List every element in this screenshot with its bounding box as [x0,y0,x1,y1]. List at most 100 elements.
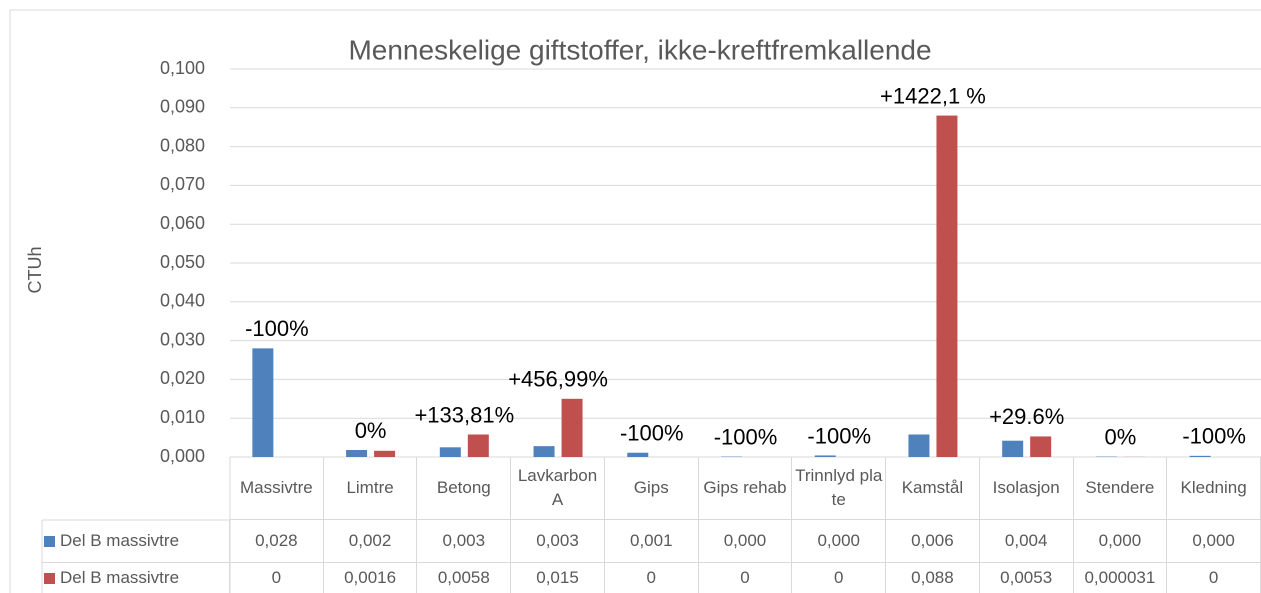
data-label-text: 0,001 [629,531,673,550]
data-label-text: 0,015 [536,568,579,587]
bar [627,452,649,457]
y-tick-label: 0,010 [160,407,205,427]
bar [561,398,583,457]
data-label-text: 0 [833,568,844,587]
data-label: 0,088 [886,563,980,593]
x-tick-label-text: Gips [633,478,669,497]
data-label: 0,0053 [980,563,1074,593]
x-tick-label: Massivtre [230,457,324,520]
legend-entry: Del B massivtre [42,520,230,563]
legend-entry-text: Del B massivtre [60,568,180,587]
annotation: +133,81% [414,402,514,427]
data-label: 0,006 [886,520,980,563]
y-tick-label: 0,030 [160,329,205,349]
x-tick-label: Trinnlyd plate [792,457,887,520]
x-tick-label: Isolasjon [979,457,1074,520]
x-tick-label-text: Isolasjon [992,478,1060,497]
data-label: 0 [605,563,699,593]
y-tick-label: 0,100 [160,58,205,78]
x-tick-label-text: Kledning [1180,478,1247,497]
bar [467,434,489,457]
y-tick-label: 0,050 [160,252,205,272]
x-tick-label: Gips [604,457,699,520]
legend-entry-text: Del B massivtre [60,531,180,550]
data-label: 0,000 [1073,520,1168,563]
x-tick-label: Gips rehab [698,457,793,520]
x-tick-label: Stendere [1073,457,1168,520]
y-tick-label: 0,090 [160,97,205,117]
data-label-text: 0,006 [911,531,954,550]
data-label-text: 0,028 [255,531,298,550]
bar [533,446,555,457]
data-label-text: 0 [271,568,282,587]
annotation: -100% [714,424,778,449]
y-tick-label: 0,040 [160,291,205,311]
data-label-text: 0,003 [536,531,579,550]
chart-title: Menneskelige giftstoffer, ikke-kreftfrem… [348,34,931,65]
data-label: 0 [792,563,887,593]
data-label: 0 [230,563,324,593]
legend-entry: Del B massivtre [42,563,230,593]
bar [346,450,368,457]
data-label-text: 0,0053 [1000,568,1053,587]
data-label-text: 0 [1208,568,1219,587]
data-label-text: 0,000 [817,531,860,550]
data-label: 0,0058 [417,563,512,593]
x-tick-label-text: Betong [436,478,491,497]
x-tick-label: Kledning [1167,457,1261,520]
data-label: 0,003 [511,520,605,563]
x-tick-label: Lavkarbon A [511,457,605,520]
x-tick-label-text: Trinnlyd plate [795,466,883,509]
bar [374,450,396,457]
data-label: 0,002 [323,520,418,563]
x-tick-label-text: Lavkarbon A [517,466,598,509]
y-tick-label: 0,020 [160,368,205,388]
x-tick-label-text: Gips rehab [703,478,787,497]
x-tick-label-text: Stendere [1085,478,1155,497]
bar [1030,436,1052,457]
data-label: 0,0016 [324,563,418,593]
legend-key [44,535,55,547]
data-label: 0 [1167,563,1261,593]
legend-key [44,572,55,584]
data-label: 0,000 [698,520,793,563]
annotation: -100% [245,316,309,341]
data-label: 0,000 [792,520,887,563]
frame [9,9,1261,593]
bar [252,348,274,457]
bar [1002,440,1024,457]
bar [936,115,958,457]
annotation: 0% [1105,424,1137,449]
bar [814,455,836,457]
data-label-text: 0,002 [348,531,392,550]
data-label: 0,001 [604,520,699,563]
data-label-text: 0,003 [442,531,486,550]
data-label-text: 0 [646,568,656,587]
y-axis-label: CTUh [25,246,45,293]
data-label-text: 0,0058 [437,568,490,587]
y-tick-label: 0,070 [160,174,205,194]
annotation: 0% [355,418,387,443]
data-label-text: 0,000 [723,531,767,550]
data-label-text: 0,000 [1192,531,1235,550]
y-tick-label: 0,080 [160,135,205,155]
data-label-text: 0,0016 [344,568,397,587]
data-label: 0 [699,563,793,593]
bar [1189,455,1211,457]
x-tick-label-text: Kamstål [901,478,964,497]
data-label-text: 0,000 [1098,531,1142,550]
x-tick-label-text: Limtre [346,478,394,497]
data-label-text: 0,004 [1004,531,1048,550]
x-tick-label: Limtre [323,457,418,520]
annotation: +1422,1 % [880,83,986,108]
x-tick-label: Betong [417,457,512,520]
annotation: -100% [1182,424,1246,449]
data-label: 0,015 [511,563,605,593]
annotation: +29.6% [989,404,1064,429]
x-tick-label-text: Massivtre [239,478,313,497]
data-label-text: 0,088 [911,568,954,587]
data-label-text: 0 [740,568,750,587]
bar [439,447,461,457]
